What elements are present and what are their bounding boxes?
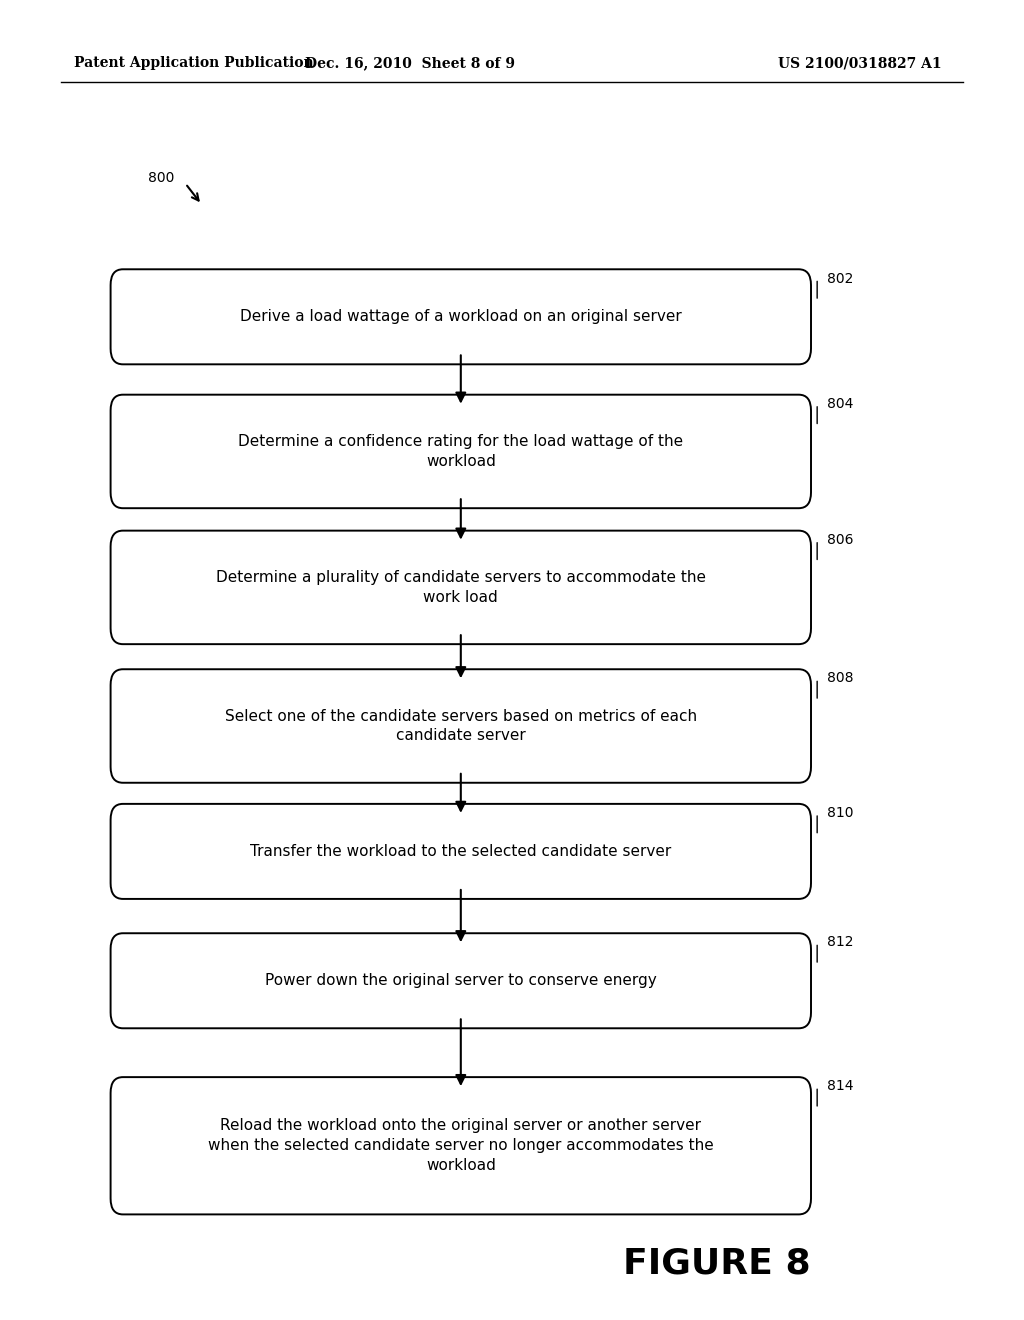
FancyBboxPatch shape — [111, 1077, 811, 1214]
Text: Derive a load wattage of a workload on an original server: Derive a load wattage of a workload on a… — [240, 309, 682, 325]
Text: Determine a plurality of candidate servers to accommodate the
work load: Determine a plurality of candidate serve… — [216, 570, 706, 605]
Text: 800: 800 — [148, 172, 175, 185]
Text: 814: 814 — [827, 1080, 854, 1093]
Text: 802: 802 — [827, 272, 854, 285]
FancyBboxPatch shape — [111, 933, 811, 1028]
Text: Power down the original server to conserve energy: Power down the original server to conser… — [265, 973, 656, 989]
Text: FIGURE 8: FIGURE 8 — [623, 1246, 811, 1280]
FancyBboxPatch shape — [111, 669, 811, 783]
Text: 804: 804 — [827, 397, 854, 411]
Text: 806: 806 — [827, 533, 854, 546]
Text: US 2100/0318827 A1: US 2100/0318827 A1 — [778, 57, 942, 70]
Text: Reload the workload onto the original server or another server
when the selected: Reload the workload onto the original se… — [208, 1118, 714, 1173]
Text: 812: 812 — [827, 936, 854, 949]
Text: 808: 808 — [827, 672, 854, 685]
Text: Determine a confidence rating for the load wattage of the
workload: Determine a confidence rating for the lo… — [239, 434, 683, 469]
FancyBboxPatch shape — [111, 395, 811, 508]
Text: Select one of the candidate servers based on metrics of each
candidate server: Select one of the candidate servers base… — [224, 709, 697, 743]
Text: Transfer the workload to the selected candidate server: Transfer the workload to the selected ca… — [250, 843, 672, 859]
Text: Patent Application Publication: Patent Application Publication — [74, 57, 313, 70]
Text: 810: 810 — [827, 807, 854, 820]
Text: Dec. 16, 2010  Sheet 8 of 9: Dec. 16, 2010 Sheet 8 of 9 — [304, 57, 515, 70]
FancyBboxPatch shape — [111, 531, 811, 644]
FancyBboxPatch shape — [111, 269, 811, 364]
FancyBboxPatch shape — [111, 804, 811, 899]
